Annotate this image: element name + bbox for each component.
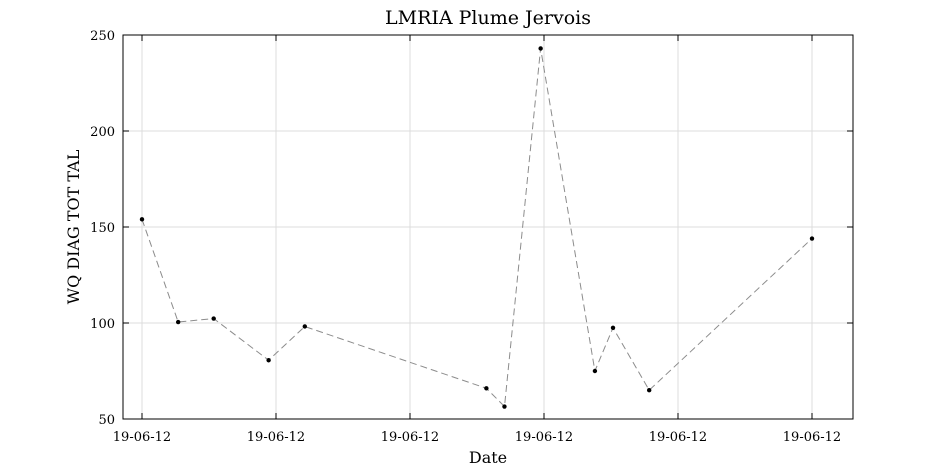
data-point [538, 46, 543, 51]
data-point [211, 316, 216, 321]
data-point [266, 358, 271, 363]
data-point [302, 324, 308, 329]
y-tick-label: 100 [90, 317, 115, 332]
x-tick-label: 19-06-12 [649, 430, 707, 445]
data-series [139, 46, 815, 409]
data-point [139, 217, 145, 222]
y-axis-label: WQ DIAG TOT TAL [64, 149, 83, 304]
series-line [141, 48, 813, 408]
axis-ticks: 50 100 150 200 250 19-06-12 19-06-12 19-06-12 19… [90, 29, 853, 445]
x-tick-label: 19-06-12 [783, 430, 841, 445]
y-tick-label: 50 [98, 413, 115, 428]
y-tick-label: 200 [90, 125, 115, 140]
data-point [502, 404, 507, 409]
data-point [809, 236, 815, 241]
chart-title: LMRIA Plume Jervois [385, 7, 591, 29]
x-tick-label: 19-06-12 [113, 430, 171, 445]
data-point [646, 388, 652, 393]
x-tick-label: 19-06-12 [247, 430, 305, 445]
data-point [175, 319, 181, 325]
data-point [610, 325, 616, 330]
grid-lines [123, 34, 853, 420]
data-point [592, 368, 598, 374]
y-tick-label: 150 [90, 221, 115, 236]
data-point [484, 386, 489, 391]
x-axis-label: Date [469, 448, 507, 467]
x-tick-label: 19-06-12 [515, 430, 573, 445]
x-tick-label: 19-06-12 [381, 430, 439, 445]
y-tick-label: 250 [90, 29, 115, 44]
